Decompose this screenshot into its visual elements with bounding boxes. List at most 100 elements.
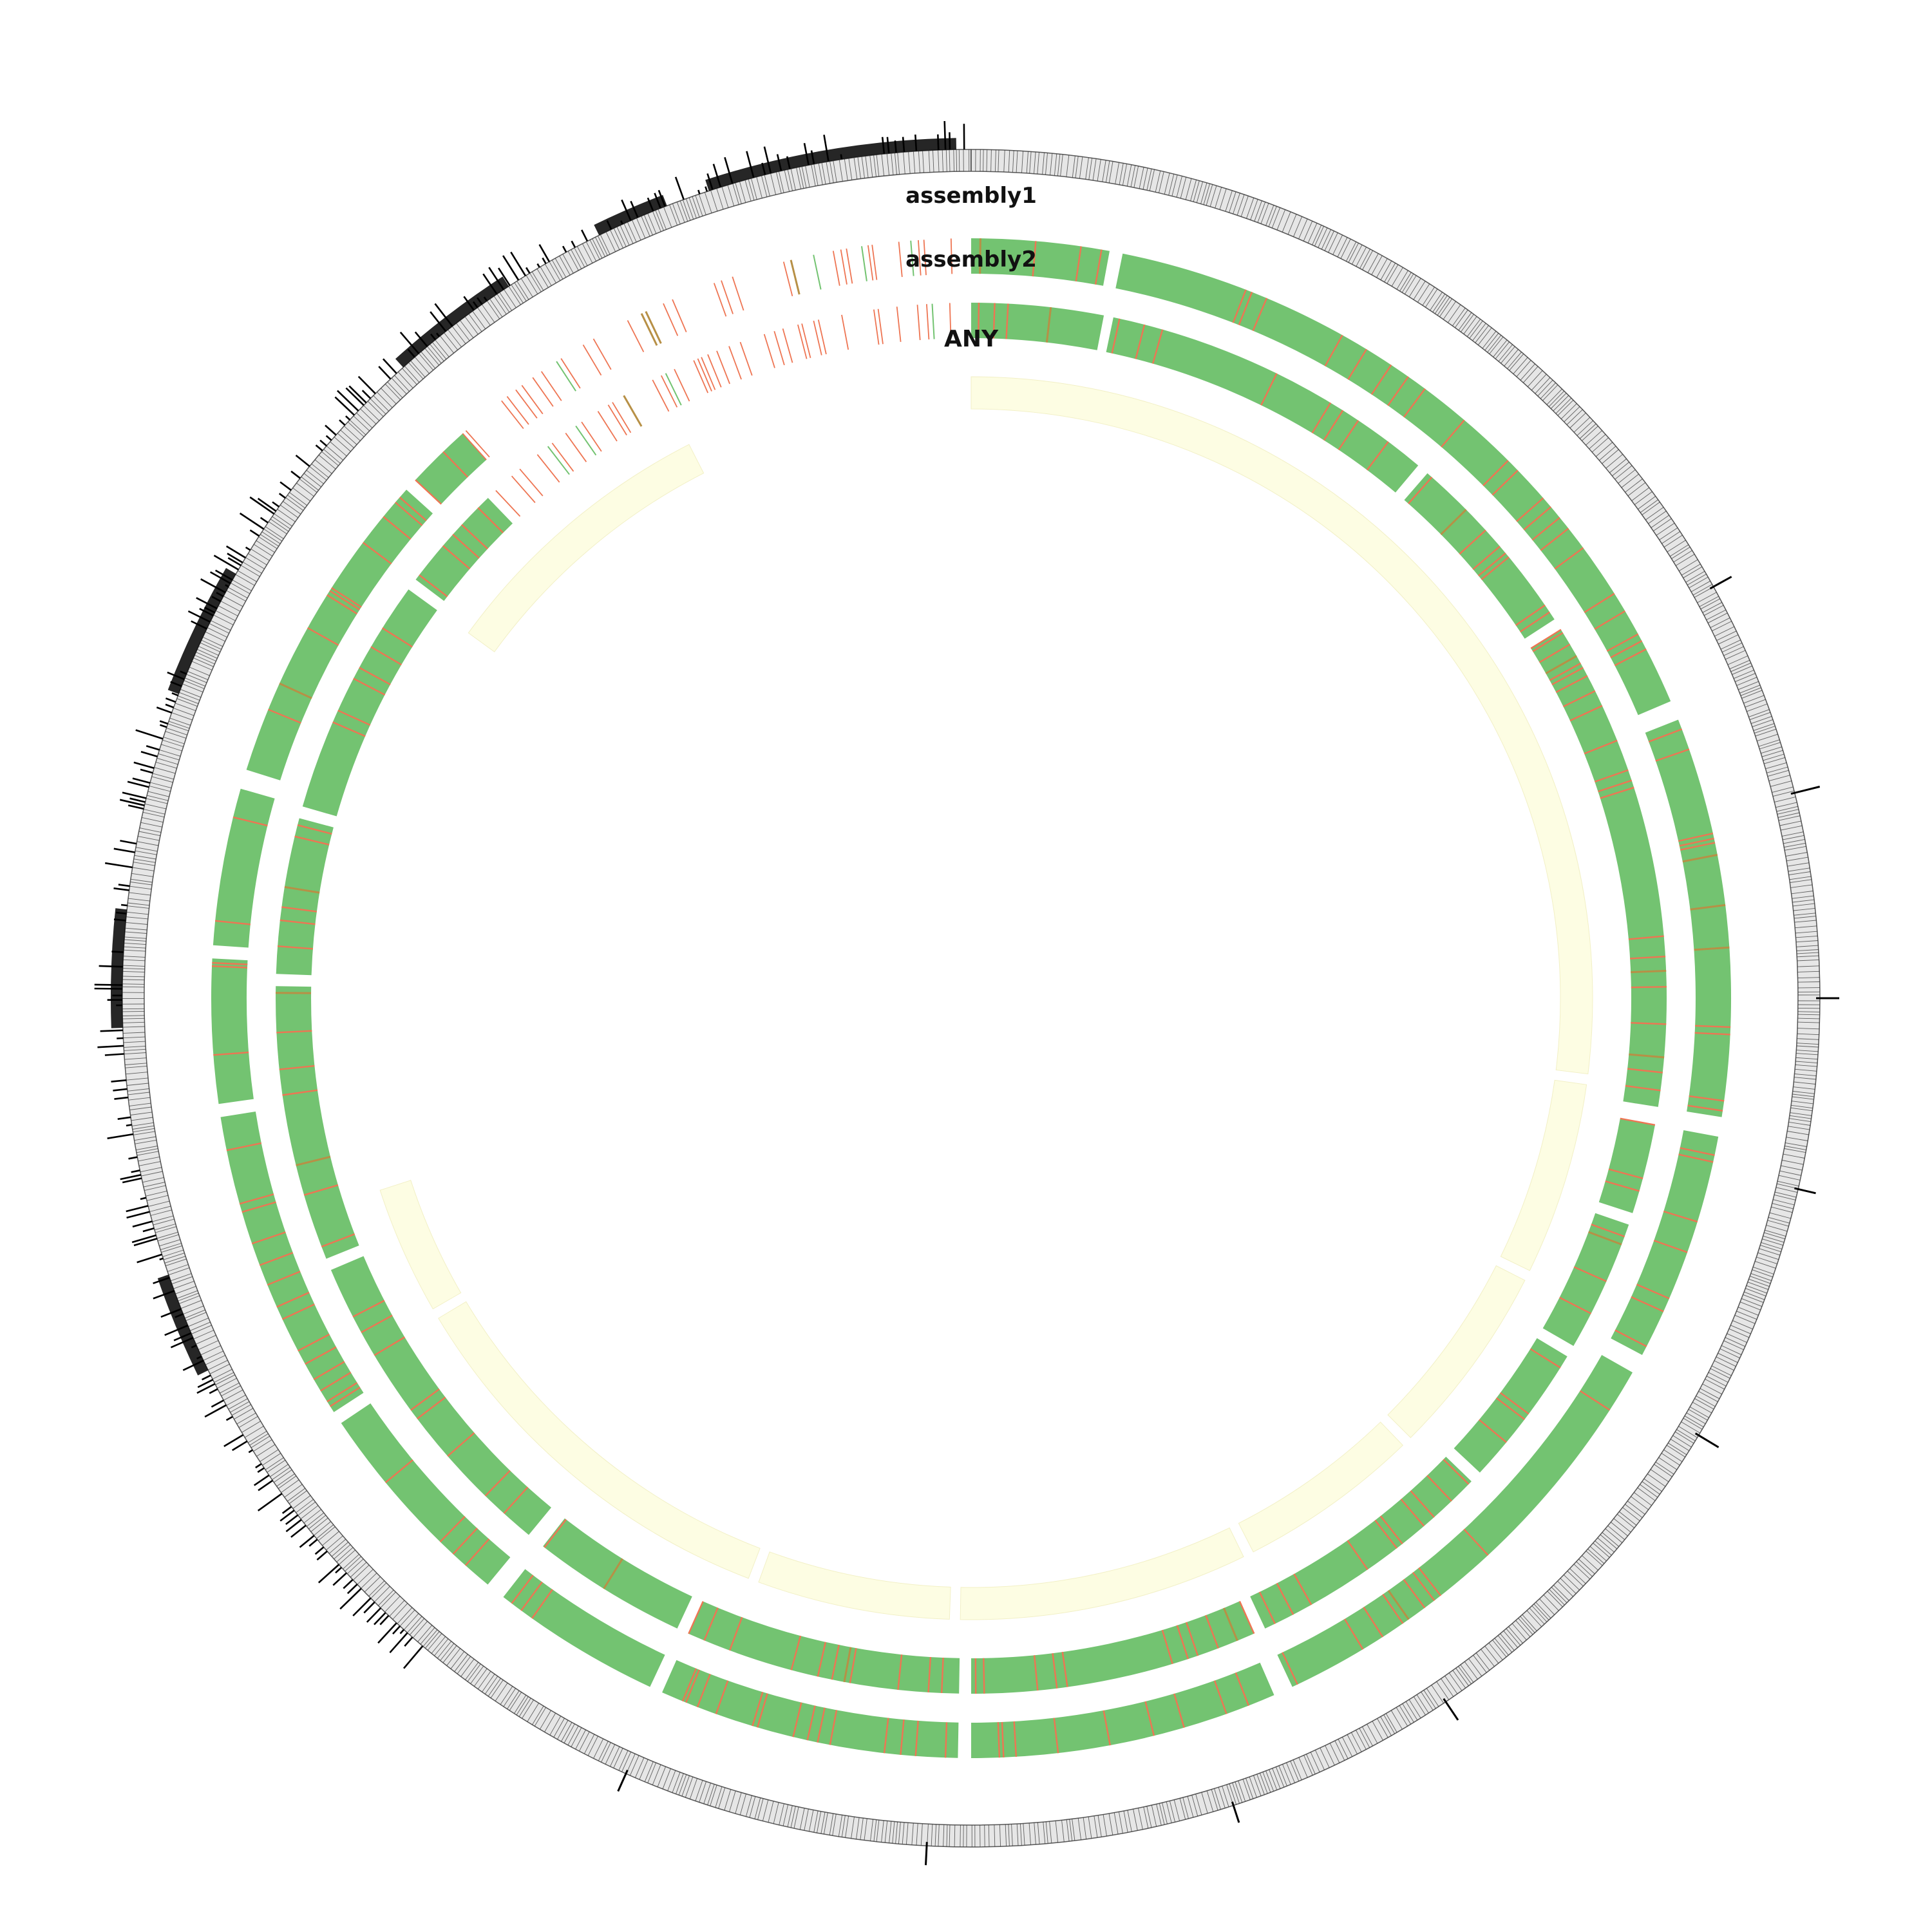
match-block <box>341 1403 511 1585</box>
match-block <box>1454 1338 1567 1473</box>
match-block <box>662 1660 959 1758</box>
mismatch-lines <box>214 816 268 925</box>
mismatch-lines <box>332 627 413 737</box>
partial-lines <box>1545 655 1667 1059</box>
mismatch-lines <box>268 497 427 724</box>
partial-lines <box>284 886 320 894</box>
outer-ring-spike-cluster <box>594 194 667 236</box>
match-block <box>302 589 437 817</box>
mismatch-lines <box>997 1672 1250 1758</box>
sparse-partial-lines <box>640 260 800 346</box>
mismatch-lines <box>681 1668 948 1758</box>
any-block <box>1387 1265 1526 1439</box>
outer-ring-ticks <box>122 149 1821 1848</box>
match-block <box>330 1256 551 1535</box>
outer-ring-marker <box>1709 576 1732 590</box>
outer-ring-spike-cluster <box>395 276 509 368</box>
outer-ring-spike-cluster <box>157 1274 209 1376</box>
outer-reference-ring <box>94 120 1839 1866</box>
partial-lines <box>1440 509 1467 535</box>
any-block <box>438 1301 761 1579</box>
match-block <box>1404 473 1555 639</box>
partial-lines <box>275 992 331 1166</box>
outer-ring-spike-cluster <box>110 908 128 1028</box>
mismatch-lines <box>1111 318 1389 471</box>
mismatch-lines <box>1530 629 1667 1092</box>
match-block <box>246 489 433 781</box>
any-block <box>1500 1079 1587 1271</box>
mismatch-lines <box>419 507 504 598</box>
mismatch-lines <box>277 824 332 950</box>
mismatch-lines <box>384 1459 490 1566</box>
any-block <box>379 1180 462 1310</box>
sparse-partial-lines <box>623 395 643 427</box>
mismatch-lines <box>978 303 1009 339</box>
match-block <box>503 1569 665 1687</box>
match-block <box>276 986 359 1259</box>
sparse-match-lines <box>547 303 935 475</box>
assembly2-label: assembly2 <box>905 247 1037 272</box>
mismatch-lines <box>1605 1117 1656 1192</box>
match-block <box>971 1601 1255 1694</box>
mismatch-lines <box>1479 1348 1561 1443</box>
assembly1-track <box>211 238 1732 1758</box>
mismatch-lines <box>276 1030 355 1248</box>
match-block <box>415 498 513 601</box>
mismatch-lines <box>1258 1459 1470 1624</box>
match-block <box>1250 1457 1472 1629</box>
partial-lines <box>979 238 981 274</box>
match-block <box>415 433 487 504</box>
partial-lines <box>1682 853 1730 951</box>
assembly2-track <box>275 302 1667 1694</box>
outer-ring-spike-cluster <box>167 568 236 694</box>
outer-ring-marker <box>925 1842 928 1866</box>
any-block <box>758 1551 951 1620</box>
sparse-mismatch-lines <box>462 238 953 460</box>
outer-ring-marker <box>1794 1187 1816 1195</box>
mismatch-lines <box>1232 289 1647 667</box>
mismatch-lines <box>1615 1147 1715 1347</box>
match-block <box>211 958 254 1104</box>
any-track <box>379 376 1593 1620</box>
match-block <box>971 1662 1274 1758</box>
outer-ring-marker <box>617 1769 629 1792</box>
match-block <box>213 788 275 948</box>
mismatch-lines <box>1408 477 1550 632</box>
sparse-match-lines <box>556 240 914 392</box>
match-block <box>1542 1213 1629 1346</box>
match-block <box>971 238 1110 286</box>
match-block <box>1611 1130 1719 1355</box>
partial-lines <box>279 682 312 699</box>
sparse-mismatch-lines <box>495 303 952 517</box>
match-block <box>1645 719 1732 1117</box>
mismatch-lines <box>226 1142 361 1407</box>
any-block <box>971 376 1593 1075</box>
mismatch-lines <box>544 1519 567 1548</box>
mismatch-lines <box>1282 1390 1611 1685</box>
mismatch-lines <box>974 1600 1255 1694</box>
match-block <box>1277 1355 1633 1687</box>
outer-ring-marker <box>1443 1698 1459 1721</box>
match-block <box>543 1518 692 1629</box>
partial-lines <box>603 1558 623 1589</box>
match-block <box>276 818 334 976</box>
match-block <box>220 1112 364 1412</box>
mismatch-lines <box>1032 241 1103 285</box>
outer-ring-marker <box>1790 786 1821 795</box>
mismatch-lines <box>415 451 469 505</box>
mismatch-lines <box>511 1575 553 1619</box>
any-label: ANY <box>944 326 999 352</box>
mismatch-lines <box>1559 1224 1625 1314</box>
mismatch-lines <box>688 1601 944 1694</box>
match-block <box>1115 253 1671 715</box>
outer-ring-marker <box>1231 1801 1240 1823</box>
partial-lines <box>1223 1607 1238 1642</box>
outer-ring-spike-cluster <box>705 138 956 191</box>
mismatch-lines <box>352 1300 529 1514</box>
partial-lines <box>1387 1589 1410 1620</box>
any-block <box>1238 1421 1404 1553</box>
partial-lines <box>1588 1231 1622 1245</box>
outer-ring-marker <box>1694 1432 1719 1448</box>
any-block <box>468 444 705 652</box>
